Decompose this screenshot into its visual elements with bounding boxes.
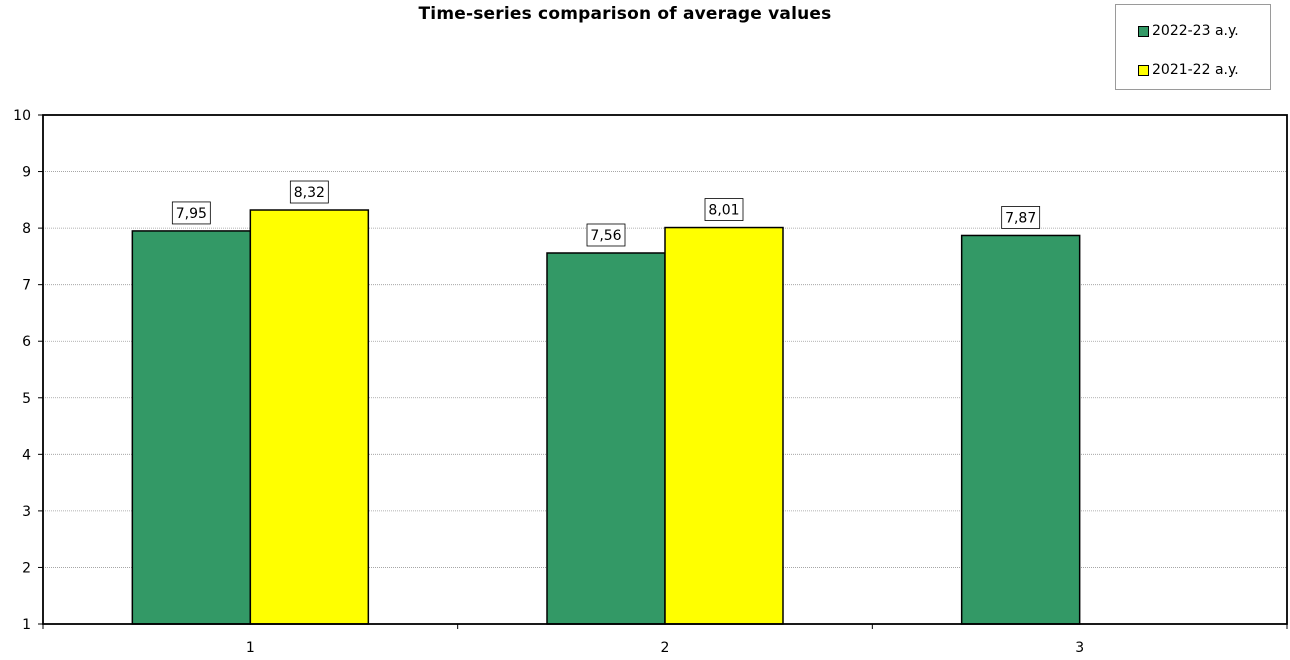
data-label-box [171,201,211,225]
data-label-box [704,198,744,221]
data-label: 8,01 [708,203,739,219]
data-label: 7,95 [176,206,207,222]
y-tick-label: 9 [22,165,31,181]
y-tick-label: 3 [22,504,31,520]
data-label: 7,56 [590,228,621,244]
y-tick-label: 1 [22,617,31,633]
chart-legend: 2022-23 a.y. 2021-22 a.y. [1115,4,1271,90]
data-label-box [289,180,329,204]
bar [131,230,252,625]
bar [664,226,784,625]
y-tick-label: 2 [22,560,31,576]
x-tick-label: 1 [246,640,255,656]
chart-title: Time-series comparison of average values [418,4,832,24]
legend-label-series-1: 2022-23 a.y. [1152,23,1239,39]
data-label-box [1001,206,1041,229]
bar [249,209,370,625]
x-tick-label: 2 [661,640,670,656]
legend-swatch-series-2 [1138,64,1149,76]
data-label: 7,87 [1005,210,1036,226]
y-tick-label: 8 [22,221,31,237]
y-tick-label: 4 [22,447,31,463]
x-tick-label: 3 [1075,640,1084,656]
data-label: 8,32 [294,185,325,201]
legend-label-series-2: 2021-22 a.y. [1152,62,1239,78]
y-tick-label: 6 [22,334,31,350]
y-tick-label: 5 [22,391,31,407]
bar [960,234,1081,625]
plot-frame [42,114,1288,625]
data-label-box [586,223,626,247]
legend-item-series-2: 2021-22 a.y. [1138,61,1239,79]
y-tick-label: 10 [13,108,31,124]
bar [546,252,666,625]
y-tick-label: 7 [22,278,31,294]
legend-item-series-1: 2022-23 a.y. [1138,22,1239,40]
legend-swatch-series-1 [1138,25,1149,37]
